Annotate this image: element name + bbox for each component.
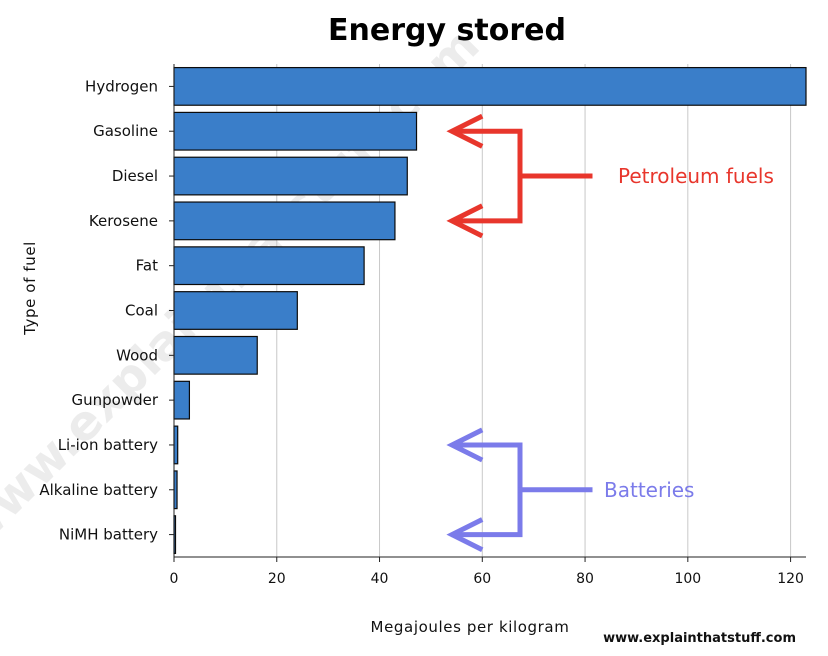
chart-title: Energy stored bbox=[328, 13, 566, 48]
category-label-kerosene: Kerosene bbox=[89, 212, 158, 230]
y-axis-label: Type of fuel bbox=[21, 241, 39, 336]
arrowhead-gasoline bbox=[446, 113, 484, 149]
bar-gasoline bbox=[173, 111, 418, 151]
bar-hydrogen bbox=[173, 66, 807, 106]
bar-li-ion-battery bbox=[173, 425, 179, 465]
x-tick-label-0: 0 bbox=[170, 571, 179, 587]
category-label-nimh-battery: NiMH battery bbox=[59, 526, 158, 544]
credit-text: www.explainthatstuff.com bbox=[603, 631, 796, 646]
x-tick-label-80: 80 bbox=[576, 571, 594, 587]
category-label-wood: Wood bbox=[116, 346, 158, 364]
x-axis-label: Megajoules per kilogram bbox=[371, 618, 570, 636]
x-tick-label-100: 100 bbox=[674, 571, 701, 587]
category-label-fat: Fat bbox=[136, 257, 158, 275]
annotation-batteries: Batteries bbox=[446, 427, 694, 552]
annotation-label-batteries: Batteries bbox=[604, 478, 694, 502]
bar-diesel bbox=[173, 156, 408, 196]
bar-kerosene bbox=[173, 201, 396, 241]
x-tick-label-60: 60 bbox=[473, 571, 491, 587]
bar-coal bbox=[173, 291, 298, 330]
category-label-gasoline: Gasoline bbox=[93, 122, 158, 140]
category-label-coal: Coal bbox=[125, 302, 158, 320]
bracket-batteries bbox=[451, 442, 523, 538]
x-tick-label-20: 20 bbox=[268, 571, 286, 587]
bar-gunpowder bbox=[173, 380, 191, 420]
arrowhead-kerosene bbox=[446, 203, 484, 239]
category-label-diesel: Diesel bbox=[112, 167, 158, 185]
x-tick-label-40: 40 bbox=[371, 571, 389, 587]
bracket-petroleum-fuels bbox=[451, 128, 523, 224]
annotation-petroleum-fuels: Petroleum fuels bbox=[446, 113, 774, 239]
annotation-label-petroleum-fuels: Petroleum fuels bbox=[618, 164, 774, 188]
bar-fat bbox=[173, 246, 365, 286]
arrowhead-nimh-battery bbox=[446, 517, 484, 552]
category-label-alkaline-battery: Alkaline battery bbox=[39, 481, 158, 499]
arrowhead-li-ion-battery bbox=[446, 427, 484, 463]
x-tick-label-120: 120 bbox=[777, 571, 804, 587]
category-label-li-ion-battery: Li-ion battery bbox=[58, 436, 158, 454]
bar-wood bbox=[173, 335, 258, 375]
category-label-gunpowder: Gunpowder bbox=[71, 391, 158, 409]
category-label-hydrogen: Hydrogen bbox=[85, 77, 158, 95]
